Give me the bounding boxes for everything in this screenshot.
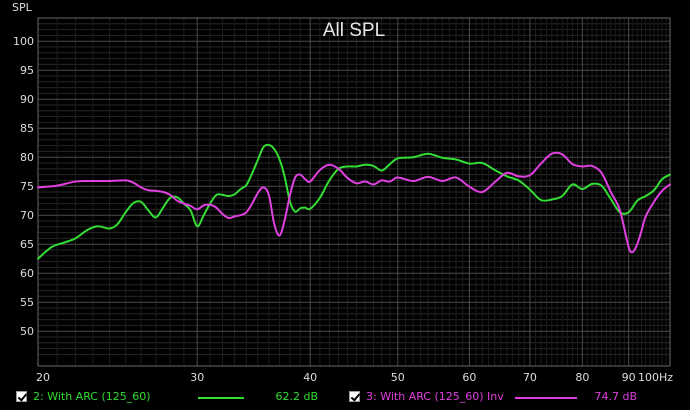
y-tick-label: 55 [20,296,34,309]
series-2-label: 2: With ARC (125_60) [33,390,151,403]
y-tick-label: 90 [20,93,34,106]
y-tick-label: 95 [20,64,34,77]
series-3-label: 3: With ARC (125_60) Inv [366,390,504,403]
y-axis-label: SPL [12,1,33,14]
spl-chart: 50 55 60 65 70 75 80 85 90 95 100 20 30 40 50 60 70 80 90… [12,1,673,384]
series-2-checkbox[interactable] [16,391,27,402]
x-tick-label: 40 [303,371,317,384]
chart-title: All SPL [323,20,385,41]
x-tick-label: 80 [575,371,589,384]
series-3-checkbox[interactable] [349,391,360,402]
legend-item-series-3[interactable]: 3: With ARC (125_60) Inv 74.7 dB [345,384,690,410]
x-tick-label: 50 [391,371,405,384]
x-tick-label: 100Hz [638,371,673,384]
legend: 2: With ARC (125_60) 62.2 dB 3: With ARC… [0,384,690,410]
y-tick-label: 80 [20,151,34,164]
y-tick-label: 65 [20,238,34,251]
y-tick-label: 75 [20,180,34,193]
y-tick-label: 100 [13,35,34,48]
series-2-swatch [198,397,244,399]
x-tick-label: 20 [36,371,50,384]
x-tick-label: 90 [622,371,636,384]
series-2-value: 62.2 dB [275,390,318,403]
series-line-2 [37,143,671,260]
x-tick-label: 70 [523,371,537,384]
y-tick-label: 50 [20,325,34,338]
series-3-swatch [515,397,577,399]
series-line-3 [37,151,671,254]
x-tick-label: 30 [190,371,204,384]
y-tick-label: 60 [20,267,34,280]
y-tick-label: 70 [20,209,34,222]
series-3-value: 74.7 dB [594,390,637,403]
legend-item-series-2[interactable]: 2: With ARC (125_60) 62.2 dB [0,384,345,410]
x-tick-label: 60 [462,371,476,384]
y-tick-label: 85 [20,122,34,135]
